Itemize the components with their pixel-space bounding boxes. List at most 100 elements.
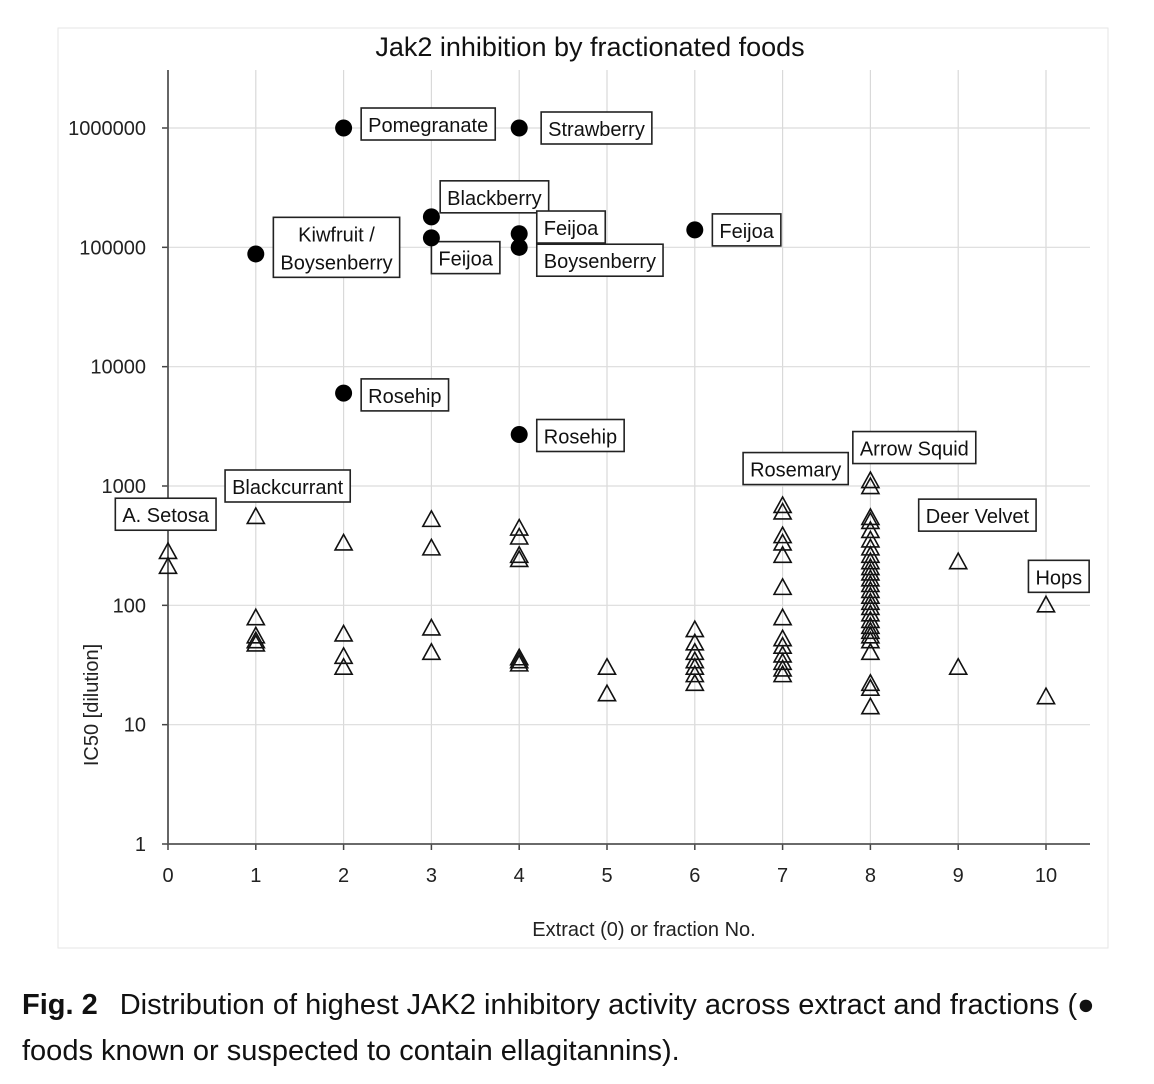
point-label: Kiwfruit / Boysenberry [272, 216, 401, 279]
x-tick-label: 3 [426, 865, 437, 887]
triangle-point [1036, 686, 1056, 705]
label-box [114, 497, 217, 532]
point-label: A. Setosa [114, 497, 217, 532]
x-tick-label: 2 [338, 865, 349, 887]
triangle-point [684, 619, 705, 638]
chart-title: Jak2 inhibition by fractionated foods [375, 32, 804, 62]
triangle-point [1036, 594, 1056, 613]
label-text: Kiwfruit / [298, 224, 375, 246]
triangle-point [860, 630, 881, 649]
label-text: Rosemary [750, 460, 841, 482]
label-box [224, 469, 352, 503]
label-text: A. Setosa [122, 505, 210, 527]
caption-text: Distribution of highest JAK2 inhibitory … [22, 989, 1095, 1067]
point-label: Blackberry [439, 180, 550, 214]
triangle-point [772, 664, 793, 683]
triangle-point [860, 592, 881, 611]
triangle-point [860, 574, 881, 593]
triangle-point [772, 501, 793, 520]
triangle-point [948, 657, 969, 676]
label-box [917, 498, 1037, 532]
ellagitannin-point [686, 221, 704, 239]
label-text: Rosehip [368, 386, 441, 408]
point-label: Deer Velvet [917, 498, 1037, 532]
data-points [158, 119, 1056, 715]
triangle-point [245, 630, 266, 649]
point-label: Rosehip [535, 418, 625, 453]
triangle-point [245, 633, 266, 652]
triangle-point [245, 607, 266, 626]
label-box [430, 240, 501, 275]
triangle-point [860, 696, 881, 715]
triangle-point [860, 511, 881, 530]
triangle-point [860, 562, 881, 581]
triangle-point [421, 642, 442, 661]
label-box [535, 418, 625, 453]
ellagitannin-point [510, 426, 528, 444]
triangle-point [860, 621, 881, 640]
label-text: Arrow Squid [860, 439, 969, 461]
point-label: Feijoa [430, 240, 501, 275]
triangle-point [333, 646, 354, 665]
label-text: Hops [1035, 567, 1082, 589]
label-box [360, 378, 450, 412]
label-text: Pomegranate [368, 115, 488, 137]
triangle-point [860, 568, 881, 587]
label-box [540, 111, 653, 145]
triangle-point [772, 577, 793, 596]
y-tick-label: 1000 [102, 476, 147, 498]
triangle-point [860, 597, 881, 616]
label-text: Rosehip [544, 426, 617, 448]
label-box [1027, 559, 1090, 594]
triangle-point [772, 658, 793, 677]
triangle-point [860, 476, 881, 495]
point-label: Rosemary [742, 451, 850, 486]
point-label: Boysenberry [535, 243, 664, 278]
triangle-point [421, 537, 442, 556]
triangle-point [245, 506, 266, 525]
ellagitannin-point [422, 208, 440, 226]
ellagitannin-point [247, 245, 265, 263]
triangle-point [860, 673, 881, 692]
triangle-point [421, 617, 442, 636]
triangle-point [772, 532, 793, 551]
ellagitannin-point [510, 238, 528, 256]
triangle-point [333, 532, 354, 551]
label-box [535, 210, 607, 244]
label-box [852, 430, 977, 465]
x-tick-label: 10 [1035, 865, 1057, 887]
x-tick-label: 6 [689, 865, 700, 887]
x-tick-label: 8 [865, 865, 876, 887]
triangle-point [509, 517, 530, 536]
point-label: Pomegranate [360, 107, 497, 141]
triangle-point [948, 551, 969, 570]
label-text: Blackberry [447, 188, 541, 210]
triangle-point [860, 642, 881, 661]
label-text: Boysenberry [280, 252, 392, 274]
triangle-point [772, 545, 793, 564]
ellagitannin-point [422, 229, 440, 247]
triangle-point [860, 678, 881, 697]
point-label: Feijoa [535, 210, 607, 244]
y-tick-label: 100000 [79, 237, 146, 259]
label-text: Strawberry [548, 119, 645, 141]
triangle-point [421, 509, 442, 528]
grid [168, 70, 1090, 844]
point-label: Rosehip [360, 378, 450, 412]
triangle-point [860, 537, 881, 556]
triangle-point [772, 607, 793, 626]
triangle-point [684, 632, 705, 651]
triangle-point [772, 652, 793, 671]
x-tick-label: 7 [777, 865, 788, 887]
x-tick-label: 0 [162, 865, 173, 887]
y-tick-label: 100 [113, 595, 146, 617]
y-tick-label: 10000 [90, 357, 146, 379]
triangle-point [158, 556, 178, 575]
triangle-point [509, 647, 530, 666]
y-tick-label: 1 [135, 834, 146, 856]
triangle-point [860, 586, 881, 605]
triangle-point [684, 673, 705, 692]
label-text: Blackcurrant [232, 477, 344, 499]
triangle-point [509, 526, 530, 545]
